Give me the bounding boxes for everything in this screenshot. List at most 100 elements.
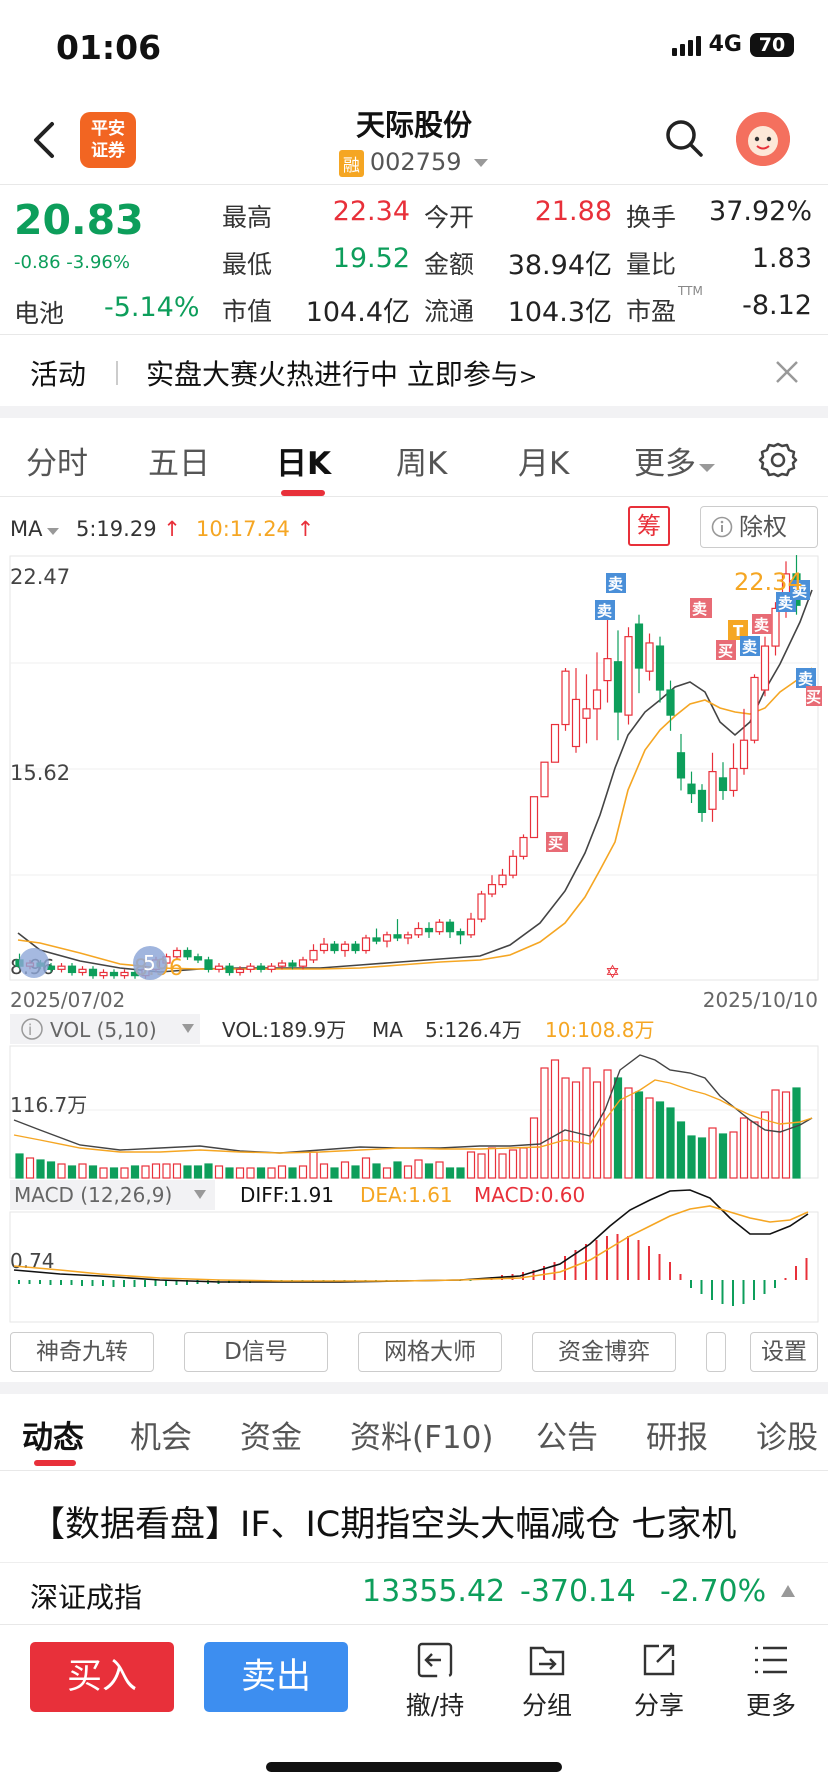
activity-separator [116, 361, 118, 385]
close-icon[interactable] [772, 357, 802, 387]
volume-bar-up [235, 1167, 245, 1179]
volume-bar-down [204, 1163, 213, 1179]
stock-code-row[interactable]: 融 002759 [0, 148, 828, 177]
sell-tag-label: 卖 [742, 638, 757, 656]
sell-button[interactable]: 卖出 [204, 1642, 348, 1712]
tab-opportunity[interactable]: 机会 [130, 1420, 192, 1456]
volume-bar-up [414, 1159, 423, 1179]
ex-rights-button[interactable]: 除权 [700, 506, 818, 548]
volume-bar-down [372, 1163, 381, 1179]
sell-tag [796, 668, 816, 688]
kline-chart-area[interactable]: 22.47 15.62 8.96 2025/07/02 2025/10/10 卖… [0, 550, 828, 1330]
tab-capital[interactable]: 资金 [240, 1420, 302, 1456]
volume-bar-up [603, 1069, 612, 1179]
candle-down [613, 661, 623, 713]
indicator-d-signal-button[interactable]: D信号 [184, 1332, 328, 1372]
buy-tag [546, 832, 568, 852]
back-icon[interactable] [26, 118, 62, 162]
candle-up [750, 676, 759, 741]
candle-up [382, 934, 392, 942]
tab-daily-k[interactable]: 日K [276, 446, 332, 482]
expand-up-icon[interactable] [780, 1584, 796, 1598]
stock-name[interactable]: 天际股份 [355, 108, 472, 142]
avatar[interactable] [736, 112, 790, 166]
candle-down [351, 943, 360, 952]
indicator-nine-turn-button[interactable]: 神奇九转 [10, 1332, 154, 1372]
chip-distribution-button[interactable]: 筹 [628, 506, 670, 546]
gear-icon[interactable] [758, 440, 798, 480]
volume-bar-up [120, 1167, 129, 1179]
cancel-hold-label: 撤/持 [405, 1691, 465, 1720]
tab-f10[interactable]: 资料(F10) [350, 1420, 494, 1456]
tab-news[interactable]: 动态 [22, 1420, 84, 1456]
search-icon[interactable] [664, 118, 704, 158]
share-button[interactable]: 分享 [614, 1640, 704, 1722]
tab-research[interactable]: 研报 [646, 1420, 708, 1456]
volume-bar-up [25, 1157, 35, 1179]
turnover-label: 换手 [626, 203, 677, 232]
volume-bar-down [445, 1167, 455, 1179]
volume-bar-up [298, 1165, 308, 1179]
caret-down-icon [474, 159, 489, 167]
buy-tag-label: 买 [548, 834, 563, 852]
macd-diff: DIFF:1.91 [240, 1183, 334, 1207]
volume-bar-up [781, 1091, 791, 1179]
indicator-grid-master-button[interactable]: 网格大师 [358, 1332, 502, 1372]
logo-line-2: 证券 [91, 141, 125, 161]
candle-up [508, 855, 518, 876]
candle-up [529, 796, 539, 839]
up-arrow-icon: ↑ [156, 517, 181, 541]
ma-selector[interactable]: MA [10, 517, 60, 541]
tab-intraday[interactable]: 分时 [26, 446, 88, 482]
indicator-capital-game-button[interactable]: 资金博弈 [532, 1332, 676, 1372]
volume-bar-down [67, 1165, 77, 1179]
tab-five-day[interactable]: 五日 [148, 446, 210, 482]
activity-link[interactable]: 实盘大赛火热进行中 立即参与> [146, 353, 537, 393]
volume-bar-up [267, 1167, 276, 1179]
high-value: 22.34 [332, 196, 410, 227]
indicator-settings-button[interactable]: 设置 [750, 1332, 818, 1372]
index-bar[interactable] [0, 1562, 828, 1624]
nine-turn-icon [19, 948, 49, 978]
tab-diagnosis[interactable]: 诊股 [756, 1420, 818, 1456]
group-button[interactable]: 分组 [502, 1640, 592, 1722]
indicator-partial-button[interactable] [706, 1332, 726, 1372]
tab-monthly-k[interactable]: 月K [518, 446, 570, 482]
cellular-signal-icon [671, 34, 701, 56]
candle-up [414, 927, 423, 936]
vol-ma-label: MA [372, 1018, 403, 1042]
volume-bar-down [697, 1137, 707, 1179]
folder-icon [529, 1646, 565, 1676]
tab-weekly-k[interactable]: 周K [396, 446, 448, 482]
low-value: 19.52 [332, 243, 410, 274]
activity-text: 实盘大赛火热进行中 立即参与 [146, 358, 519, 391]
candle-up [729, 767, 738, 792]
mktcap-label: 市值 [222, 297, 273, 326]
volume-bar-up [309, 1151, 318, 1179]
buy-button[interactable]: 买入 [30, 1642, 174, 1712]
sell-tag-label: 卖 [608, 575, 623, 593]
news-headline[interactable]: 【数据看盘】IF、IC期指空头大幅减仓 七家机 [30, 1505, 737, 1545]
candle-up [739, 739, 749, 770]
candle-down [687, 783, 696, 795]
vol-frame [9, 1045, 819, 1179]
candle-down [67, 965, 77, 974]
high-label: 最高 [222, 203, 273, 232]
more-button[interactable]: 更多 [726, 1640, 816, 1722]
volume-bar-up [57, 1163, 66, 1179]
caret-down-icon [182, 1024, 194, 1033]
candle-down [225, 965, 234, 974]
volume-bar-down [109, 1167, 119, 1179]
tab-announcements[interactable]: 公告 [536, 1420, 598, 1456]
tab-more[interactable]: 更多 [634, 438, 716, 483]
sector-change[interactable]: -5.14% [104, 292, 200, 323]
index-pct: -2.70% [660, 1574, 767, 1609]
cancel-hold-button[interactable]: 撤/持 [390, 1640, 480, 1722]
sell-tag-label: 卖 [778, 594, 793, 612]
volume-bar-up [571, 1081, 581, 1179]
event-star-icon: ✡ [605, 962, 620, 983]
sector-label[interactable]: 电池 [14, 299, 65, 328]
macd-value: MACD:0.60 [474, 1183, 585, 1207]
t-tag-label: T [733, 622, 744, 640]
volume-bars [15, 1059, 801, 1179]
